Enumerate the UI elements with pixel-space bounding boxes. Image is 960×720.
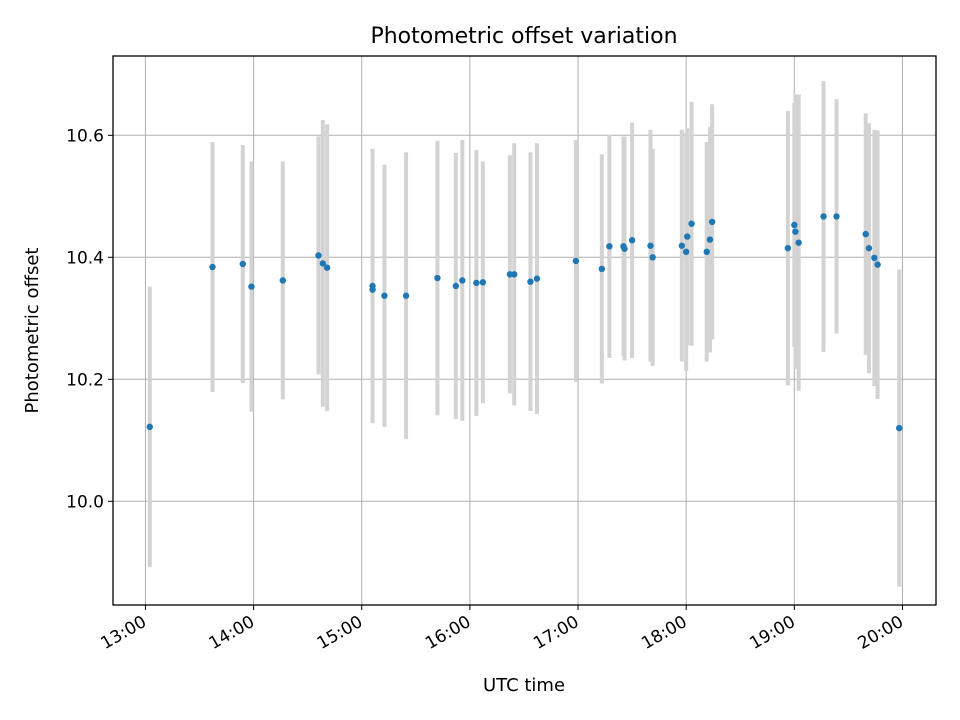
error-bars — [147, 81, 902, 587]
data-point — [319, 260, 327, 267]
data-point — [820, 213, 827, 220]
axis-ticks: 13:00 14:00 15:00 16:00 17:00 18:00 19:00 20:00… — [66, 126, 907, 654]
data-point — [248, 283, 255, 290]
data-point — [606, 243, 613, 250]
data-point — [459, 277, 466, 284]
data-point — [479, 279, 487, 286]
data-point — [688, 220, 695, 227]
x-tick-label: 16:00 — [422, 612, 474, 654]
y-tick-label: 10.6 — [66, 126, 104, 146]
data-point — [647, 242, 654, 249]
x-tick-label: 20:00 — [855, 612, 907, 654]
data-point — [871, 254, 878, 262]
data-point — [323, 264, 331, 271]
plot-frame — [112, 55, 937, 606]
data-points — [146, 213, 903, 432]
data-point — [315, 252, 322, 259]
data-point — [833, 213, 840, 220]
data-point — [795, 239, 802, 246]
x-tick-label: 17:00 — [530, 612, 582, 654]
data-point — [682, 248, 690, 256]
data-point — [598, 265, 606, 273]
data-point — [511, 271, 518, 278]
y-tick-label: 10.4 — [66, 248, 104, 268]
data-point — [239, 260, 246, 268]
data-point — [649, 254, 656, 261]
data-point — [784, 244, 792, 252]
data-point — [473, 279, 480, 287]
data-point — [279, 277, 286, 284]
data-point — [381, 292, 388, 299]
grid — [113, 56, 936, 605]
data-point — [402, 292, 410, 299]
y-axis-label: Photometric offset — [22, 248, 43, 414]
data-point — [678, 242, 686, 249]
data-point — [146, 423, 153, 431]
y-tick-label: 10.0 — [66, 492, 104, 512]
data-point — [862, 230, 869, 238]
x-tick-label: 14:00 — [206, 612, 258, 654]
x-tick-label: 15:00 — [314, 612, 366, 654]
data-point — [703, 248, 710, 256]
data-point — [572, 257, 580, 265]
x-tick-label: 18:00 — [638, 612, 690, 654]
x-tick-label: 19:00 — [746, 612, 798, 654]
y-tick-label: 10.2 — [66, 370, 104, 390]
data-point — [452, 282, 460, 290]
data-point — [896, 424, 903, 432]
data-point — [628, 237, 636, 244]
data-point — [865, 244, 873, 252]
data-point — [369, 286, 376, 293]
x-tick-label: 13:00 — [98, 612, 150, 654]
x-axis-label: UTC time — [483, 675, 565, 696]
data-point — [434, 274, 441, 282]
chart-title: Photometric offset variation — [370, 24, 677, 49]
data-point — [874, 261, 881, 268]
data-point — [209, 263, 216, 271]
data-point — [621, 245, 628, 252]
data-point — [527, 278, 534, 285]
data-point — [792, 228, 799, 235]
data-point — [533, 275, 541, 282]
data-point — [684, 233, 691, 240]
data-point — [708, 218, 716, 226]
data-point — [706, 236, 714, 243]
data-point — [791, 221, 798, 229]
